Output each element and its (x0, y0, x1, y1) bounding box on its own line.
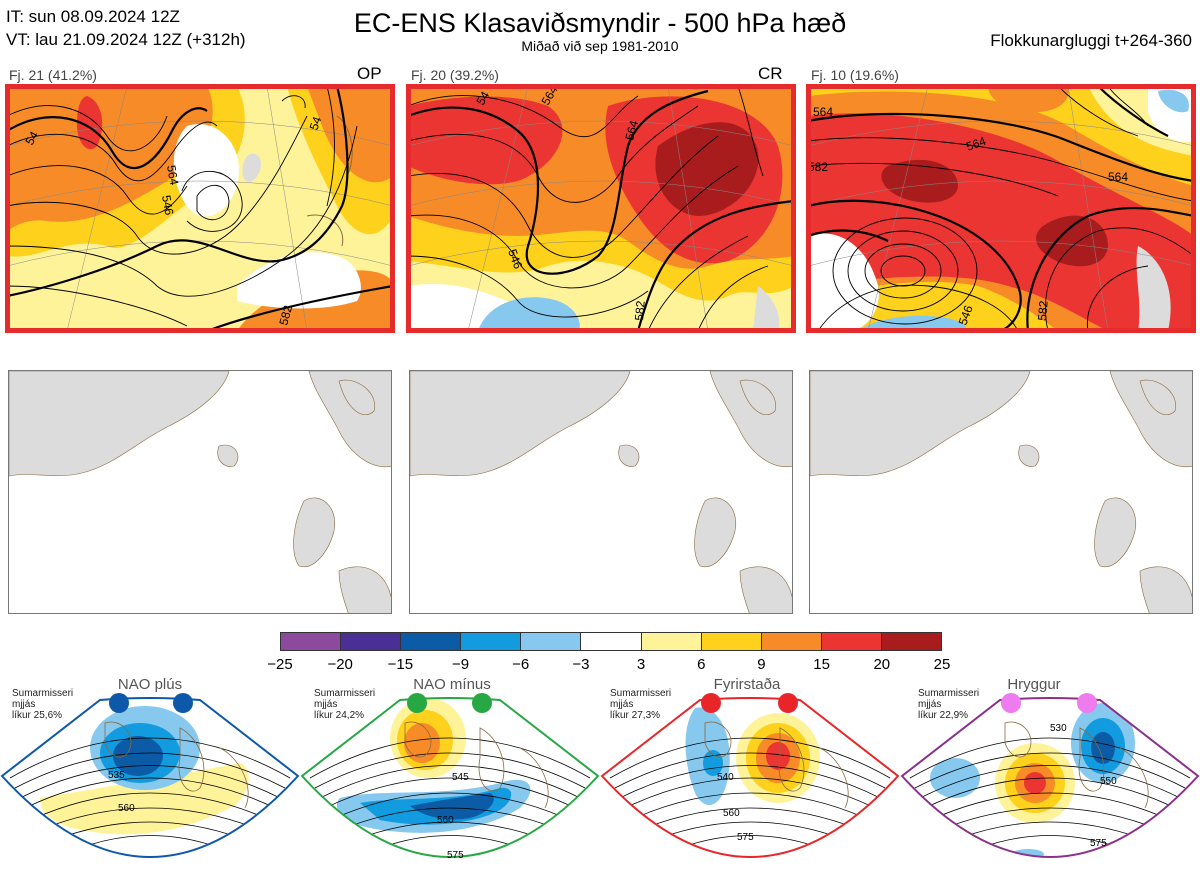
classification-window: Flokkunargluggi t+264-360 (990, 31, 1192, 50)
regime-1-map: 535 560 (0, 688, 300, 870)
regime-info-line: líkur 22,9% (918, 710, 969, 721)
contour-label: 575 (737, 832, 754, 843)
regime-info-line: mjjás (12, 699, 36, 710)
regime-info-line: líkur 25,6% (12, 710, 63, 721)
colorbar-swatch (401, 633, 462, 650)
colorbar-tick-label: −6 (512, 656, 530, 673)
contour-label: 564 (964, 134, 988, 154)
colorbar-tick-label: −3 (572, 656, 590, 673)
cluster-2-anomaly-map: 54 546 564 564 582 (406, 84, 796, 333)
colorbar-swatch (461, 633, 522, 650)
colorbar-tick-label: −9 (451, 656, 470, 673)
cluster-3-anomaly-map: 564 564 564 582 582 546 (806, 84, 1196, 333)
contour-label: 582 (632, 300, 648, 321)
cluster-1-code: OP (357, 64, 382, 83)
contour-label: 54 (22, 129, 41, 148)
contour-label: 54 (307, 114, 325, 132)
contour-label: 54 (473, 89, 492, 108)
contour-label: 564 (164, 164, 181, 186)
contour-label: 582 (808, 160, 828, 174)
regime-4-title: Hryggur (1007, 676, 1061, 693)
regime-info-line: mjjás (314, 699, 338, 710)
contour-label: 545 (452, 772, 469, 783)
regime-1-info: Sumarmisseri mjjás líkur 25,6% (12, 688, 73, 721)
contour-label: 546 (956, 303, 976, 327)
colorbar-swatch (521, 633, 582, 650)
cluster-3-label: Fj. 10 (19.6%) (811, 67, 899, 83)
colorbar-swatch (701, 633, 762, 650)
colorbar-tick-label: −15 (387, 656, 414, 673)
contour-label: 546 (505, 247, 525, 271)
empty-map-1 (8, 370, 392, 614)
colorbar-tick-label: 3 (636, 656, 646, 673)
regime-info-line: Sumarmisseri (610, 688, 672, 699)
contour-label: 564 (813, 105, 833, 119)
regime-2-map: 545 560 575 (300, 688, 600, 870)
colorbar-tick-label: 15 (813, 656, 830, 673)
cluster-1-label: Fj. 21 (41.2%) (9, 67, 97, 83)
page-subtitle: Miðað við sep 1981-2010 (521, 38, 679, 54)
colorbar-swatch (341, 633, 402, 650)
init-time: IT: sun 08.09.2024 12Z (6, 7, 180, 26)
contour-label: 582 (1035, 300, 1051, 321)
regime-4-map: 530 550 575 (900, 688, 1200, 870)
contour-label: 564 (1108, 170, 1128, 184)
colorbar-tick-label: 6 (697, 656, 706, 673)
colorbar-swatch (581, 633, 642, 650)
regime-3-map: 540 560 575 (600, 688, 900, 870)
regime-3-title: Fyrirstaða (713, 676, 781, 693)
colorbar-tick-label: 9 (757, 656, 766, 673)
colorbar-swatch (881, 633, 942, 650)
anomaly-colorbar (280, 632, 942, 651)
colorbar-tick-label: −20 (327, 656, 353, 673)
regime-info-line: mjjás (918, 699, 942, 710)
contour-label: 575 (1090, 838, 1107, 849)
regime-info-line: Sumarmisseri (918, 688, 980, 699)
colorbar-tick-label: 25 (933, 656, 951, 673)
valid-time: VT: lau 21.09.2024 12Z (+312h) (6, 30, 246, 49)
regime-3-info: Sumarmisseri mjjás líkur 27,3% (610, 688, 671, 721)
contour-label: 560 (437, 815, 454, 826)
contour-label: 540 (717, 772, 734, 783)
colorbar-swatch (281, 633, 342, 650)
colorbar-swatch (761, 633, 822, 650)
empty-map-3 (809, 370, 1193, 614)
cluster-1-anomaly-map: 54 546 564 54 582 (5, 84, 395, 333)
regime-info-line: líkur 24,2% (314, 710, 365, 721)
cluster-2-code: CR (758, 64, 783, 83)
colorbar-tick-label: 20 (873, 656, 891, 673)
contour-label: 575 (447, 850, 464, 861)
regime-info-line: líkur 27,3% (610, 710, 661, 721)
colorbar-swatch (641, 633, 702, 650)
regime-info-line: mjjás (610, 699, 634, 710)
regime-info-line: Sumarmisseri (12, 688, 74, 699)
contour-label: 550 (1100, 776, 1117, 787)
contour-label: 564 (622, 118, 641, 141)
page-title: EC-ENS Klasaviðsmyndir - 500 hPa hæð (353, 8, 847, 38)
colorbar-tick-label: −25 (267, 656, 293, 673)
regime-4-info: Sumarmisseri mjjás líkur 22,9% (918, 688, 979, 721)
contour-label: 582 (276, 303, 295, 326)
contour-label: 546 (159, 194, 176, 216)
contour-label: 560 (723, 808, 740, 819)
empty-map-2 (409, 370, 793, 614)
regime-1-title: NAO plús (117, 676, 183, 693)
contour-label: 560 (118, 803, 135, 814)
cluster-2-label: Fj. 20 (39.2%) (411, 67, 499, 83)
regime-2-title: NAO mínus (413, 676, 491, 693)
colorbar-swatch (821, 633, 882, 650)
contour-label: 535 (108, 770, 125, 781)
regime-info-line: Sumarmisseri (314, 688, 376, 699)
contour-label: 530 (1050, 723, 1067, 734)
regime-2-info: Sumarmisseri mjjás líkur 24,2% (314, 688, 375, 721)
